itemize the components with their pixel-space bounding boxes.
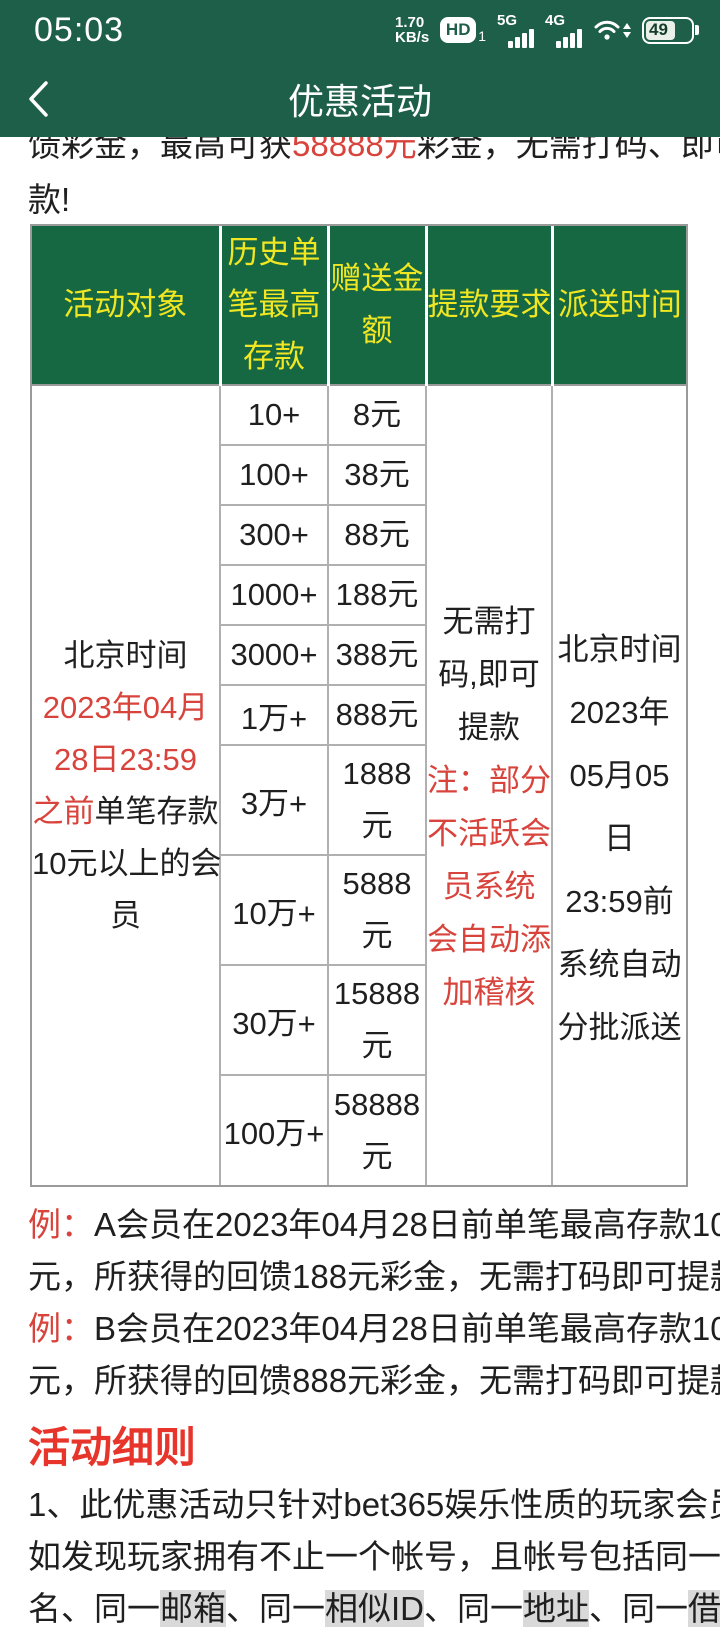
battery-icon: 49 [642,16,699,44]
rules-heading: 活动细则 [28,1424,197,1471]
hd-volte-icon: HD 1 [440,17,486,43]
cell-delivery-time: 北京时间 2023年 05月05 日 23:59前 系统自动 分批派送 [557,632,682,1045]
top-bars: 05:03 1.70 KB/s HD 1 5G 4G [0,0,720,137]
cell-deposit-tier: 10+ [220,385,329,446]
cell-bonus-amount: 8元 [328,385,427,446]
status-bar: 05:03 1.70 KB/s HD 1 5G 4G [0,0,720,60]
wifi-icon [593,18,631,42]
cell-bonus-amount: 15888元 [328,965,427,1076]
table-row: 300+ 88元 [32,505,686,566]
cell-deposit-tier: 100+ [220,445,329,506]
table-row: 30万+ 15888元 [32,965,686,1076]
back-button[interactable] [26,78,52,120]
cell-deposit-tier: 100万+ [220,1075,329,1185]
cell-bonus-amount: 88元 [328,505,427,566]
status-icons: 1.70 KB/s HD 1 5G 4G [395,13,699,48]
network-speed-indicator: 1.70 KB/s [395,15,429,45]
network-speed-value: 1.70 [395,14,425,31]
cell-bonus-amount: 38元 [328,445,427,506]
table-row: 3000+ 388元 [32,625,686,686]
battery-percent: 49 [649,20,668,39]
cell-deposit-tier: 1万+ [220,685,329,746]
network-speed-unit: KB/s [395,29,430,46]
cell-bonus-amount: 1888元 [328,745,427,856]
cell-deposit-tier: 10万+ [220,855,329,966]
rules-text: 1、此优惠活动只针对bet365娱乐性质的玩家会员， 如发现玩家拥有不止一个帐号，… [28,1479,720,1635]
back-chevron-icon [29,80,48,117]
cell-deposit-tier: 3万+ [220,745,329,856]
cell-withdrawal-requirement: 无需打 码,即可 提款 注：部分 不活跃会 员系统 会自动添 加稽核 [426,385,553,1185]
app-bar: 优惠活动 [0,60,720,137]
cell-deposit-tier: 3000+ [220,625,329,686]
header-bonus: 赠送金额 [328,226,428,386]
cell-bonus-amount: 888元 [328,685,427,746]
header-requirement: 提款要求 [426,226,554,386]
promo-table-wrapper: 活动对象 历史单 笔最高 存款 赠送金额 提款要求 派送时间 北京时间 2023年04… [30,224,688,1187]
page-title: 优惠活动 [287,80,432,122]
cell-deposit-tier: 300+ [220,505,329,566]
cell-bonus-amount: 388元 [328,625,427,686]
table-row: 北京时间 2023年04月 28日23:59 之前单笔存款 10元以上的会员 10+ 8… [32,385,686,1185]
table-row: 1万+ 888元 [32,685,686,746]
cell-bonus-amount: 5888元 [328,855,427,966]
header-delivery: 派送时间 [552,226,686,386]
rules-section: 活动细则 1、此优惠活动只针对bet365娱乐性质的玩家会员， 如发现玩家拥有不止… [28,1424,720,1635]
status-time: 05:03 [34,10,125,49]
cell-bonus-amount: 58888元 [328,1075,427,1185]
cell-bonus-amount: 188元 [328,565,427,626]
signal-5g-icon: 5G [497,13,534,48]
header-target: 活动对象 [32,226,222,386]
table-row: 100万+ 58888元 [32,1075,686,1185]
header-deposit: 历史单 笔最高 存款 [220,226,330,386]
signal-4g-icon: 4G [545,13,582,48]
cell-deposit-tier: 30万+ [220,965,329,1076]
table-row: 100+ 38元 [32,445,686,506]
table-row: 1000+ 188元 [32,565,686,626]
wifi-traffic-arrows [623,22,631,38]
promo-examples: 例：A会员在2023年04月28日前单笔最高存款1000 元，所获得的回馈188元… [28,1206,720,1399]
table-row: 3万+ 1888元 [32,745,686,856]
table-header-row: 活动对象 历史单 笔最高 存款 赠送金额 提款要求 派送时间 [32,226,686,386]
table-row: 10万+ 5888元 [32,855,686,966]
cell-deposit-tier: 1000+ [220,565,329,626]
cell-activity-target: 北京时间 2023年04月 28日23:59 之前单笔存款 10元以上的会员 [32,385,221,1185]
promo-table: 活动对象 历史单 笔最高 存款 赠送金额 提款要求 派送时间 北京时间 2023年04… [32,226,686,1185]
